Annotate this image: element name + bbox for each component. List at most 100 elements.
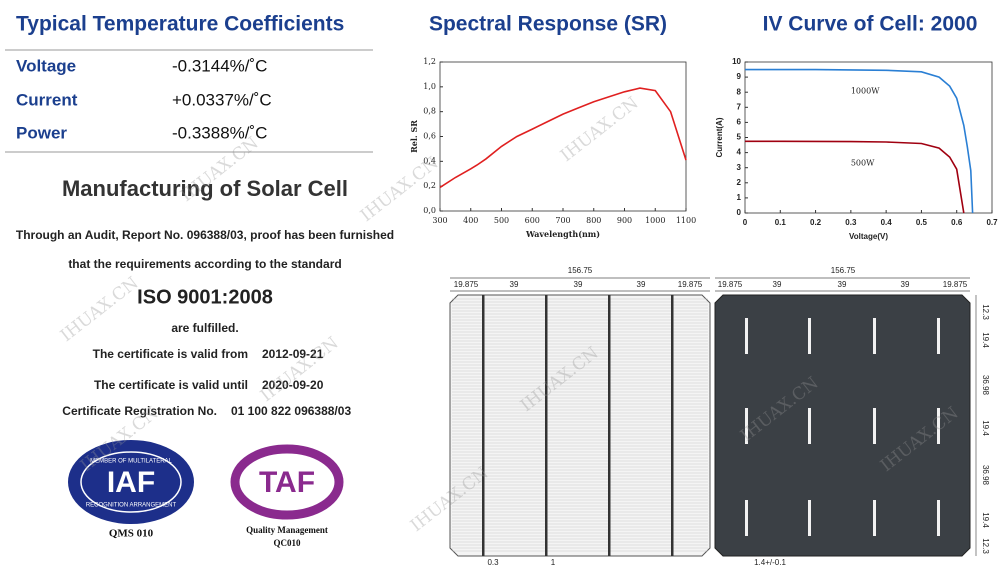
dimension: 19.4 xyxy=(981,420,990,436)
y-tick-label: 1,2 xyxy=(423,57,436,66)
x-tick-label: 0.5 xyxy=(916,218,928,227)
pad xyxy=(745,318,748,354)
y-tick-label: 10 xyxy=(732,57,741,66)
series-label: 1000W xyxy=(851,87,880,96)
x-tick-label: 1000 xyxy=(645,216,665,225)
pad xyxy=(937,318,940,354)
standard: ISO 9001:2008 xyxy=(137,286,273,308)
y-tick-label: 0,8 xyxy=(423,107,436,116)
dimension: 19.875 xyxy=(718,280,743,289)
busbar xyxy=(482,295,485,556)
y-tick-label: 0,2 xyxy=(423,181,436,190)
series-line xyxy=(745,68,974,214)
x-tick-label: 0 xyxy=(743,218,748,227)
series-label: 500W xyxy=(851,158,875,167)
dimension: 19.875 xyxy=(454,280,479,289)
watermark: IHUAX.CN xyxy=(557,93,643,166)
certificate-value: 2020-09-20 xyxy=(262,378,324,392)
dimension: 12.3 xyxy=(981,304,990,320)
x-tick-label: 0.1 xyxy=(775,218,787,227)
x-tick-label: 600 xyxy=(525,216,540,225)
x-tick-label: 1100 xyxy=(676,216,696,225)
y-tick-label: 8 xyxy=(737,87,742,96)
certificate-label: Certificate Registration No. xyxy=(62,404,217,418)
dimension: 1.4+/-0.1 xyxy=(754,558,786,567)
y-tick-label: 6 xyxy=(737,118,742,127)
logo-caption: Quality Management xyxy=(246,525,328,535)
y-tick-label: 1,0 xyxy=(423,82,436,91)
dimension: 39 xyxy=(773,280,782,289)
pad xyxy=(873,408,876,444)
y-tick-label: 0 xyxy=(737,208,742,217)
row-value: -0.3144%/˚C xyxy=(172,56,267,75)
dimension: 156.75 xyxy=(831,266,856,275)
y-tick-label: 1 xyxy=(737,193,742,202)
pad xyxy=(745,500,748,536)
dimension: 36.98 xyxy=(981,375,990,396)
x-tick-label: 400 xyxy=(463,216,478,225)
dimension: 39 xyxy=(838,280,847,289)
dimension: 39 xyxy=(574,280,583,289)
busbar xyxy=(545,295,548,556)
series-line xyxy=(745,140,965,214)
pad xyxy=(808,318,811,354)
pad xyxy=(873,500,876,536)
y-tick-label: 0,4 xyxy=(423,156,436,165)
busbar xyxy=(671,295,674,556)
certificate-text: Through an Audit, Report No. 096388/03, … xyxy=(16,228,394,242)
iaf-ring-text: MEMBER OF MULTILATERAL xyxy=(90,459,172,465)
y-tick-label: 7 xyxy=(737,102,742,111)
x-tick-label: 0.2 xyxy=(810,218,822,227)
fingers xyxy=(452,298,708,552)
iaf-ring xyxy=(80,451,182,513)
y-tick-label: 9 xyxy=(737,72,742,81)
logo-caption: QC010 xyxy=(274,538,302,548)
certificate-value: 01 100 822 096388/03 xyxy=(231,404,351,418)
watermark: IHUAX.CN xyxy=(57,273,143,346)
pad xyxy=(808,500,811,536)
y-tick-label: 4 xyxy=(737,148,742,157)
pad xyxy=(873,318,876,354)
certificate-label: The certificate is valid until xyxy=(94,378,248,392)
dimension: 39 xyxy=(510,280,519,289)
dimension: 19.4 xyxy=(981,332,990,348)
iaf-logo xyxy=(68,440,194,524)
certificate-text: that the requirements according to the s… xyxy=(68,257,341,271)
pad xyxy=(808,408,811,444)
row-label: Power xyxy=(16,123,67,142)
dimension: 156.75 xyxy=(568,266,593,275)
x-axis-label: Wavelength(nm) xyxy=(525,229,600,239)
row-value: +0.0337%/˚C xyxy=(172,90,272,109)
iaf-mark: IAF xyxy=(107,466,155,499)
y-tick-label: 2 xyxy=(737,178,742,187)
certificate-title: Manufacturing of Solar Cell xyxy=(62,176,348,201)
dimension: 39 xyxy=(637,280,646,289)
row-value: -0.3388%/˚C xyxy=(172,123,267,142)
x-tick-label: 800 xyxy=(586,216,601,225)
pad xyxy=(745,408,748,444)
logo-caption: QMS 010 xyxy=(109,528,154,540)
y-axis-label: Current(A) xyxy=(715,117,724,157)
dimension: 12.3 xyxy=(981,538,990,554)
dimension: 0.3 xyxy=(487,558,499,567)
dimension: 36.98 xyxy=(981,465,990,486)
dimension: 39 xyxy=(901,280,910,289)
y-axis-label: Rel. SR xyxy=(409,120,419,153)
x-tick-label: 300 xyxy=(432,216,447,225)
certificate-label: The certificate is valid from xyxy=(93,347,248,361)
pad xyxy=(937,500,940,536)
certificate-text: are fulfilled. xyxy=(171,321,238,335)
plot-frame xyxy=(744,61,993,214)
plot-frame xyxy=(439,61,687,212)
x-tick-label: 0.3 xyxy=(845,218,857,227)
y-tick-label: 5 xyxy=(737,133,742,142)
x-tick-label: 900 xyxy=(617,216,632,225)
row-label: Voltage xyxy=(16,56,76,75)
dimension: 19.4 xyxy=(981,512,990,528)
series-line xyxy=(439,87,687,189)
y-tick-label: 3 xyxy=(737,163,742,172)
dimension: 1 xyxy=(551,558,556,567)
taf-logo xyxy=(230,444,344,520)
x-tick-label: 700 xyxy=(555,216,570,225)
